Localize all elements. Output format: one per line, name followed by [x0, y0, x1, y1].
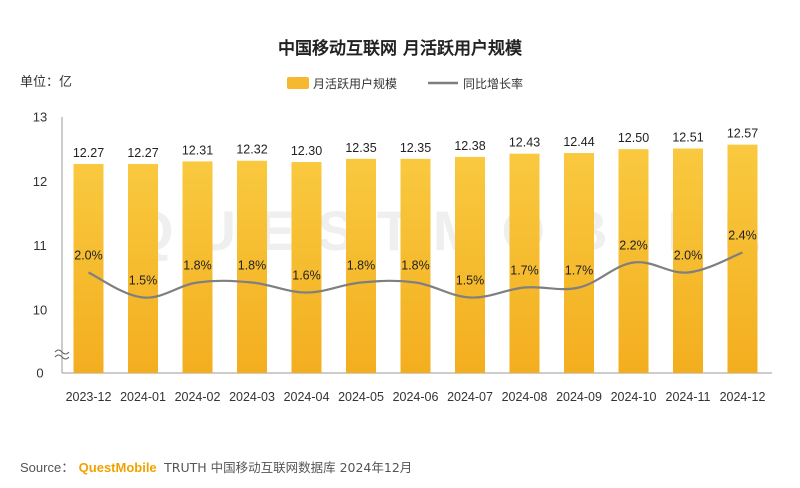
bar	[455, 156, 485, 373]
legend: 月活跃用户规模 同比增长率	[287, 76, 523, 91]
x-tick-label: 2024-09	[556, 390, 602, 404]
growth-rate-labels: 2.0% 1.5% 1.8% 1.8% 1.6% 1.8% 1.8% 1.5% 1.7% 1.7%…	[74, 229, 757, 288]
x-tick-label: 2024-02	[175, 390, 221, 404]
bar	[128, 163, 158, 373]
growth-rate-label: 1.8%	[238, 259, 267, 273]
x-tick-label: 2024-03	[229, 390, 275, 404]
growth-rate-label: 1.5%	[129, 274, 158, 288]
y-tick-label: 10	[33, 303, 47, 318]
bar-labels: 12.27 12.27 12.31 12.32 12.30 12.35 12.35 12.38…	[73, 127, 758, 160]
bar-value-label: 12.35	[345, 141, 376, 155]
growth-rate-label: 1.7%	[510, 264, 539, 278]
bar-value-label: 12.43	[509, 136, 540, 150]
x-tick-label: 2024-01	[120, 390, 166, 404]
bar-value-label: 12.27	[127, 146, 158, 160]
bar	[237, 160, 267, 373]
chart-title: 中国移动互联网 月活跃用户规模	[278, 38, 523, 59]
bar-value-label: 12.38	[454, 139, 485, 153]
x-ticks: 2023-12 2024-01 2024-02 2024-03 2024-04 2024-…	[66, 390, 766, 404]
bar	[673, 148, 703, 373]
x-tick-label: 2024-06	[393, 390, 439, 404]
growth-rate-label: 2.4%	[728, 229, 757, 243]
y-ticks: 13 12 11 10 0	[33, 110, 47, 381]
y-axis-break	[54, 349, 70, 360]
bar	[618, 149, 649, 373]
growth-rate-label: 2.0%	[74, 249, 103, 263]
growth-rate-label: 2.0%	[674, 249, 703, 263]
bar	[182, 161, 213, 373]
legend-line-label: 同比增长率	[463, 76, 523, 91]
bar	[509, 153, 540, 373]
y-tick-label: 0	[36, 366, 43, 381]
watermark: QUESTMOBILE	[130, 199, 783, 262]
unit-label: 单位：亿	[20, 75, 72, 90]
x-tick-label: 2024-11	[666, 390, 711, 404]
growth-rate-label: 1.8%	[401, 259, 430, 273]
bars	[73, 144, 758, 373]
x-tick-label: 2023-12	[66, 390, 112, 404]
bar	[291, 162, 322, 373]
bar	[400, 158, 431, 373]
bar-value-label: 12.32	[236, 143, 267, 157]
source-rest: TRUTH 中国移动互联网数据库 2024年12月	[163, 460, 412, 475]
bar-value-label: 12.57	[727, 127, 758, 141]
x-tick-label: 2024-12	[720, 390, 766, 404]
growth-rate-label: 1.5%	[456, 274, 485, 288]
y-tick-label: 13	[33, 110, 47, 125]
growth-rate-label: 1.7%	[565, 264, 594, 278]
x-tick-label: 2024-10	[611, 390, 657, 404]
growth-rate-label: 1.8%	[183, 259, 212, 273]
y-tick-label: 11	[33, 238, 47, 253]
growth-rate-label: 2.2%	[619, 239, 648, 253]
bar-value-label: 12.44	[563, 135, 594, 149]
growth-rate-label: 1.6%	[292, 269, 321, 283]
source-brand: QuestMobile	[79, 460, 157, 475]
source-line: Source： QuestMobile TRUTH 中国移动互联网数据库 202…	[20, 459, 412, 476]
x-tick-label: 2024-08	[502, 390, 548, 404]
bar	[727, 144, 758, 373]
growth-rate-line	[88, 251, 743, 299]
growth-rate-label: 1.8%	[347, 259, 376, 273]
bar-value-label: 12.27	[73, 146, 104, 160]
legend-bar-swatch	[287, 77, 309, 89]
bar-value-label: 12.51	[672, 131, 703, 145]
x-tick-label: 2024-07	[447, 390, 493, 404]
legend-bar-label: 月活跃用户规模	[313, 76, 397, 91]
bar-value-label: 12.31	[182, 143, 213, 157]
bar	[73, 163, 104, 373]
bar-value-label: 12.30	[291, 144, 322, 158]
bar	[346, 158, 376, 373]
bar-value-label: 12.35	[400, 141, 431, 155]
bar-value-label: 12.50	[618, 131, 649, 145]
y-tick-label: 12	[33, 174, 47, 189]
x-tick-label: 2024-04	[284, 390, 330, 404]
x-tick-label: 2024-05	[338, 390, 384, 404]
bar	[564, 153, 594, 373]
source-prefix: Source：	[20, 460, 74, 475]
